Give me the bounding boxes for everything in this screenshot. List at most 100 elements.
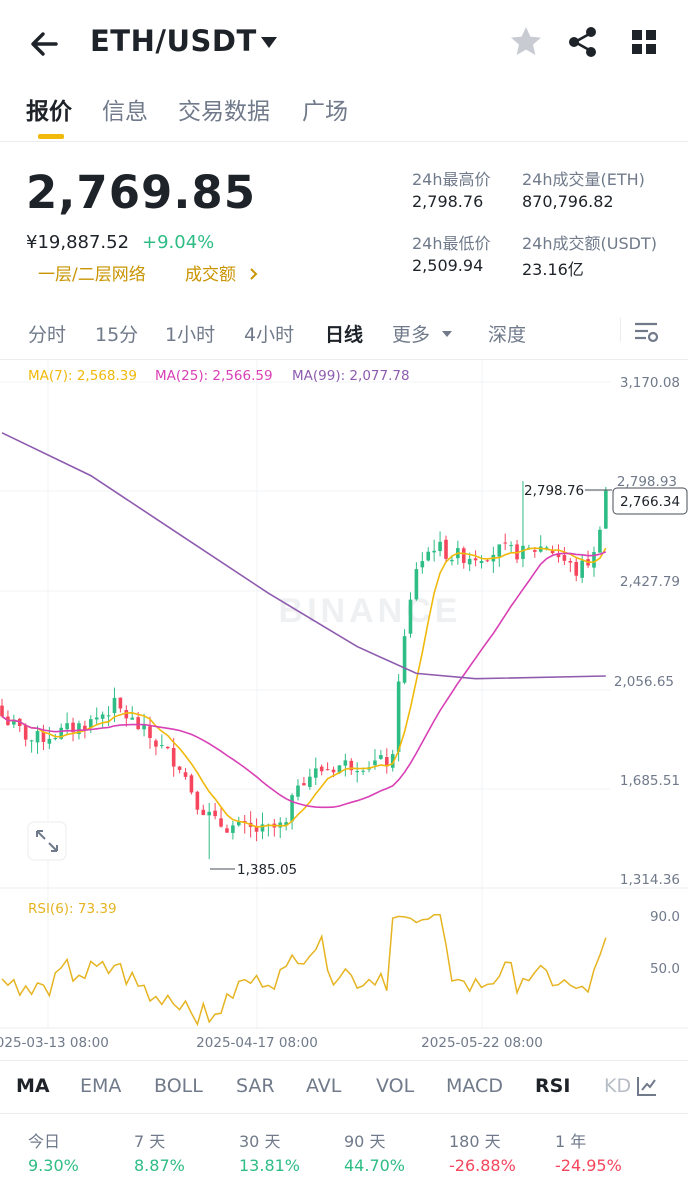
candle-body — [319, 766, 324, 772]
candle-body — [136, 717, 140, 730]
expand-icon — [36, 830, 58, 852]
interval-1d[interactable]: 日线 — [325, 324, 364, 346]
indicator-rsi[interactable]: RSI — [535, 1075, 571, 1097]
candle-body — [473, 558, 478, 561]
share-icon — [569, 27, 596, 57]
candle-body — [225, 828, 229, 833]
x-axis-label: 2025-04-17 08:00 — [196, 1035, 318, 1051]
indicator-settings-icon[interactable] — [636, 1075, 658, 1097]
volume-tag-label: 成交额 — [185, 265, 236, 285]
perf-label-today: 今日 — [28, 1132, 61, 1151]
candle-body — [59, 727, 63, 739]
candle-body — [124, 710, 129, 719]
candle-body — [361, 770, 365, 772]
back-button[interactable] — [26, 24, 66, 64]
stat-low-value: 2,509.94 — [412, 256, 484, 275]
network-tag[interactable]: 一层/二层网络 — [38, 265, 146, 285]
kline-chart-svg[interactable]: BINANCE MA(7): 2,568.39 MA(25): 2,566.59… — [0, 360, 688, 1060]
candle-body — [94, 717, 99, 720]
pair-title[interactable]: ETH/USDT — [90, 24, 257, 58]
rsi-line — [1, 914, 607, 1027]
candle-body — [574, 561, 579, 576]
candle-body — [237, 821, 241, 826]
favorite-button[interactable] — [508, 24, 544, 60]
candle-body — [219, 818, 223, 827]
interval-15m[interactable]: 15分 — [95, 324, 139, 346]
candle-body — [521, 545, 525, 559]
candle-body — [438, 541, 442, 552]
volume-tag-link[interactable]: 成交额 — [185, 260, 261, 285]
candle-body — [290, 795, 294, 822]
indicator-vol[interactable]: VOL — [376, 1075, 415, 1097]
tab-info[interactable]: 信息 — [102, 99, 148, 125]
settings-sliders-icon — [635, 322, 659, 343]
candle-body — [396, 681, 401, 752]
perf-label-90d: 90 天 — [344, 1132, 386, 1151]
candles-layer — [0, 481, 608, 860]
x-axis-label: 2025-05-22 08:00 — [421, 1035, 543, 1051]
ma25-line — [1, 551, 607, 809]
ma7-label: MA(7): 2,568.39 — [28, 368, 137, 384]
perf-value-180d: -26.88% — [449, 1156, 516, 1175]
candle-body — [414, 569, 419, 600]
candle-body — [148, 726, 152, 739]
stat-low-label: 24h最低价 — [412, 234, 491, 253]
interval-time[interactable]: 分时 — [28, 324, 67, 346]
indicator-boll[interactable]: BOLL — [154, 1075, 203, 1097]
fullscreen-button[interactable] — [27, 821, 67, 861]
rsi-tick-label: 90.0 — [650, 909, 680, 925]
indicator-avl[interactable]: AVL — [306, 1075, 342, 1097]
perf-value-today: 9.30% — [28, 1156, 79, 1175]
perf-value-30d: 13.81% — [239, 1156, 301, 1175]
y-tick-label: 2,056.65 — [614, 674, 674, 690]
candle-body — [313, 768, 318, 778]
candle-body — [160, 745, 164, 747]
ma99-label: MA(99): 2,077.78 — [292, 368, 410, 384]
pair-dropdown[interactable] — [258, 34, 280, 52]
interval-more[interactable]: 更多 — [392, 320, 454, 347]
interval-4h[interactable]: 4小时 — [244, 324, 295, 346]
share-button[interactable] — [565, 24, 601, 60]
tab-trade-data[interactable]: 交易数据 — [178, 99, 270, 125]
candle-body — [479, 560, 484, 563]
indicator-kd[interactable]: KD — [604, 1075, 632, 1097]
candle-body — [420, 561, 425, 568]
stat-high-value: 2,798.76 — [412, 192, 484, 211]
candle-body — [207, 811, 211, 816]
candle-body — [41, 731, 46, 742]
candle-body — [402, 636, 407, 683]
chart-settings-button[interactable] — [632, 318, 660, 346]
layout-grid-button[interactable] — [628, 26, 660, 58]
ma25-label: MA(25): 2,566.59 — [155, 368, 273, 384]
perf-label-7d: 7 天 — [134, 1132, 166, 1151]
low-marker-label: 1,385.05 — [237, 862, 297, 878]
indicator-ma[interactable]: MA — [16, 1075, 50, 1097]
candle-body — [165, 746, 170, 749]
interval-1h[interactable]: 1小时 — [165, 324, 216, 346]
chart-grid — [0, 360, 688, 1029]
top-bar: ETH/USDT — [0, 0, 688, 86]
candle-body — [450, 559, 454, 562]
candle-body — [130, 717, 135, 720]
interval-depth[interactable]: 深度 — [488, 324, 527, 346]
candle-body — [47, 738, 52, 744]
indicator-macd[interactable]: MACD — [446, 1075, 503, 1097]
candle-body — [390, 754, 395, 768]
candle-body — [65, 723, 69, 730]
tab-quote[interactable]: 报价 — [26, 99, 72, 125]
candle-body — [142, 724, 146, 730]
candle-body — [355, 771, 359, 773]
kline-chart[interactable]: BINANCE MA(7): 2,568.39 MA(25): 2,566.59… — [0, 360, 688, 1060]
y-axis-labels: 3,170.08 2,798.93 2,427.79 2,056.65 1,68… — [614, 375, 680, 888]
stat-vol-usdt-label: 24h成交额(USDT) — [522, 234, 657, 253]
indicator-sar[interactable]: SAR — [236, 1075, 275, 1097]
candle-body — [444, 539, 448, 559]
last-price: 2,769.85 — [26, 166, 257, 219]
candle-body — [231, 825, 235, 833]
tab-square[interactable]: 广场 — [302, 99, 348, 125]
candle-body — [533, 550, 537, 552]
indicator-ema[interactable]: EMA — [80, 1075, 122, 1097]
candle-body — [213, 810, 217, 817]
candle-body — [544, 547, 549, 549]
candle-body — [118, 697, 123, 709]
